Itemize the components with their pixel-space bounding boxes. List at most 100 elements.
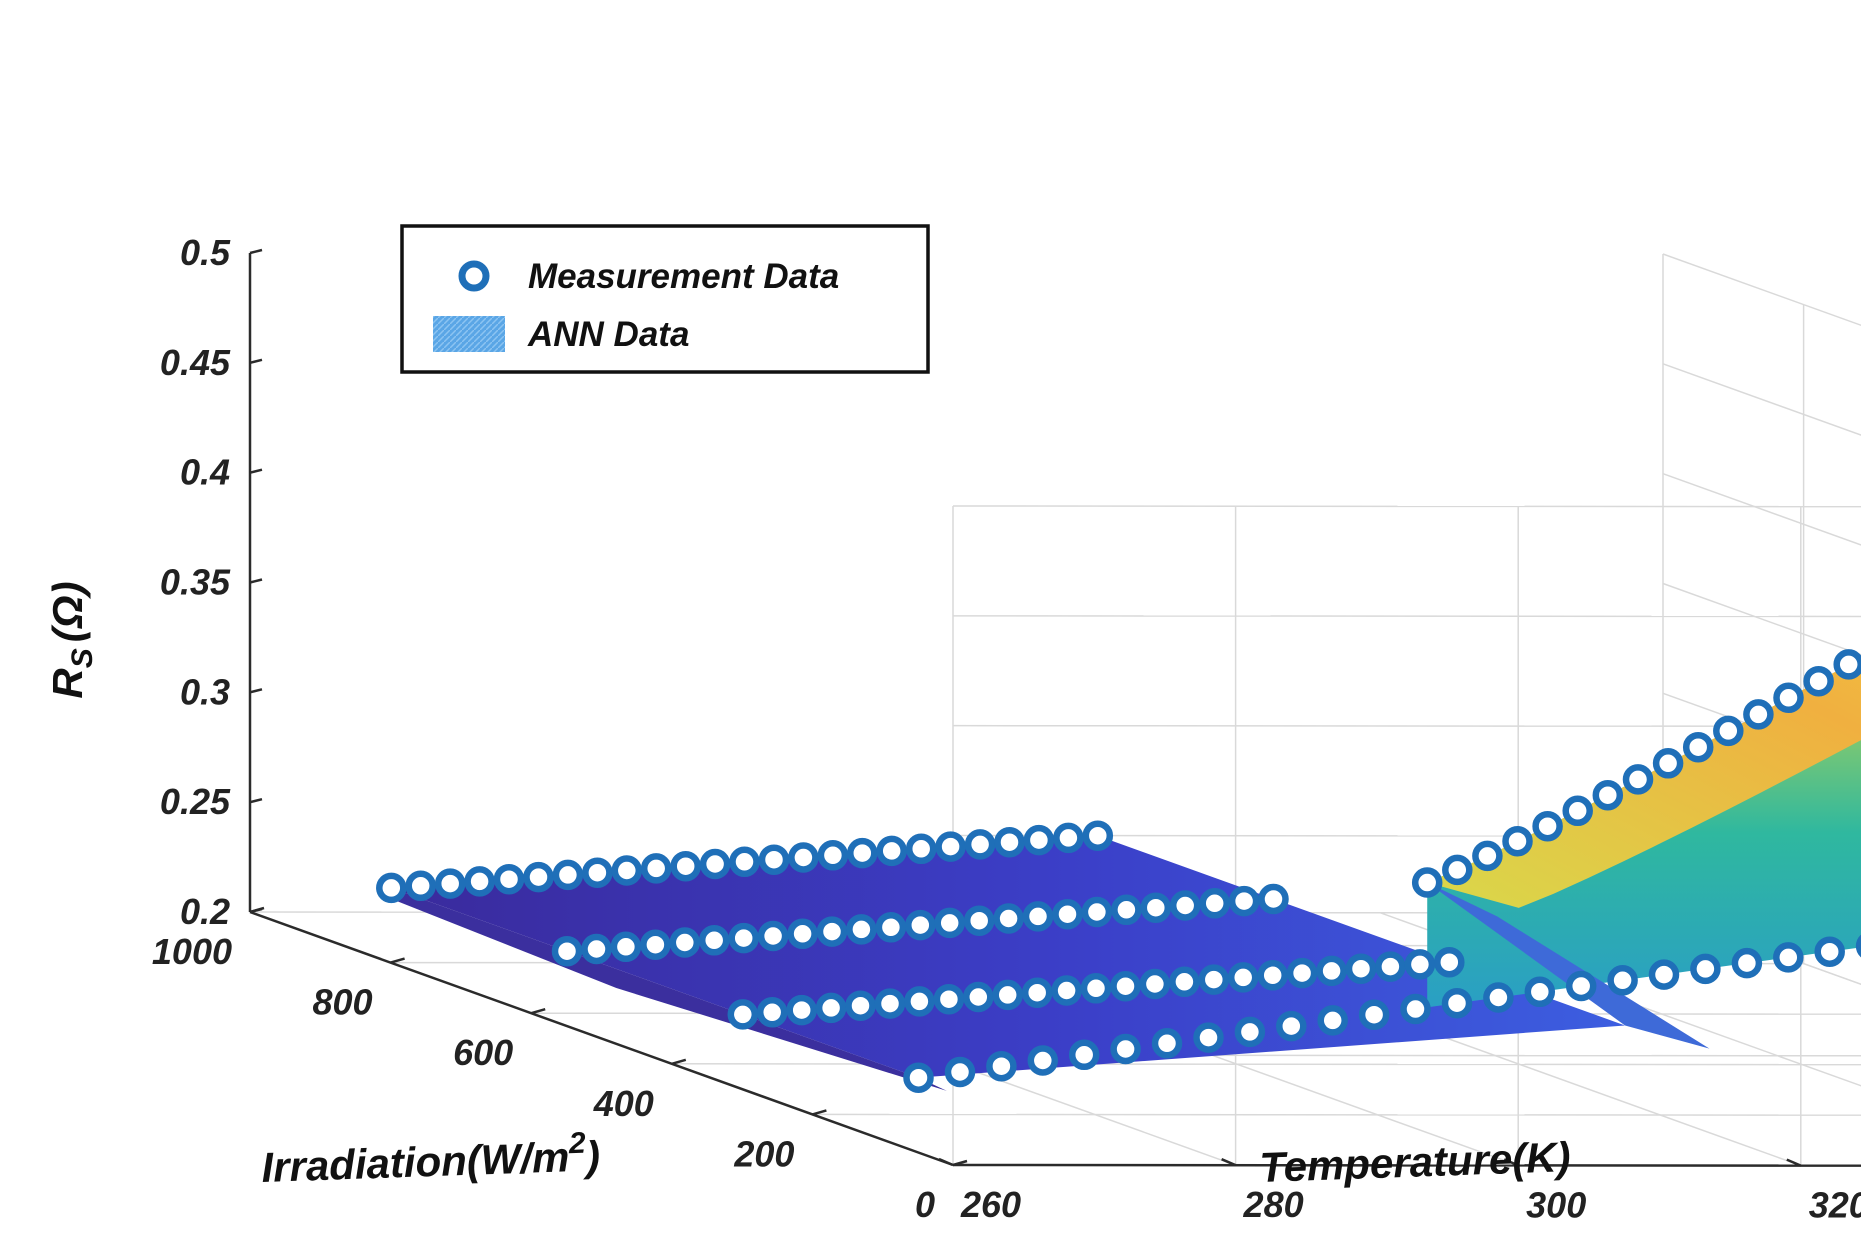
y-tick-label: 280 [1243,1184,1304,1225]
grid-line-floor-irr [671,1063,1861,1066]
axes [248,248,1861,1167]
x-tick-mark [952,1159,968,1167]
measurement-point [727,999,759,1030]
grid-line-back-horizontal [952,505,1861,508]
measurement-point [581,933,612,965]
measurement-point [944,1056,976,1088]
z-tick-mark [249,578,263,584]
measurement-point [1193,1022,1224,1053]
measurement-point [1151,1028,1183,1059]
measurement-point [610,931,642,963]
x-tick-mark [530,1007,546,1015]
measurement-point [1404,949,1436,980]
x-tick-label: 600 [453,1032,513,1073]
measurement-point [1111,894,1142,926]
grid-line-back-horizontal [952,615,1861,618]
measurement-point [699,848,731,880]
measurement-point [1053,822,1084,854]
measurement-point [1027,1045,1059,1076]
measurement-point [933,983,965,1015]
surface-flat-region [391,835,1626,1078]
x-tick-label: 0 [915,1184,935,1225]
measurement-point [611,855,643,886]
measurement-point [493,863,525,895]
measurement-point [1411,867,1443,898]
measurement-point [551,935,583,967]
measurement-point [845,990,876,1021]
measurement-point [1682,731,1714,763]
measurement-point [1082,820,1114,851]
measurement-point [1286,957,1318,989]
y-tick-mark [1221,1158,1237,1167]
y-tick-mark [1786,1158,1802,1167]
z-tick-label: 0.2 [180,891,230,932]
grid-line-side-horizontal [1662,582,1861,656]
measurement-point [1592,779,1624,811]
measurement-point [640,929,671,960]
measurement-point [1803,665,1834,697]
measurement-point [934,907,965,939]
measurement-point [1316,955,1347,987]
z-tick-label: 0.4 [180,452,230,493]
measurement-point [728,922,759,954]
measurement-point [670,850,701,882]
measurement-point [434,868,466,899]
x-tick-label: 400 [593,1083,654,1124]
measurement-point [903,1062,934,1093]
measurement-point [1234,1016,1266,1048]
measurement-point [1441,987,1473,1019]
y-tick-label: 300 [1526,1184,1586,1225]
measurement-point [1690,953,1721,985]
measurement-point [1607,965,1638,996]
measurement-point [817,840,849,871]
measurement-point [904,986,935,1017]
y-axis-line [952,1163,1861,1167]
grid-line-side-horizontal [1662,472,1861,546]
measurement-point [963,905,995,936]
z-tick-label: 0.25 [160,781,231,822]
measurement-point [787,918,818,950]
measurement-point [1021,977,1053,1008]
measurement-point [875,912,907,943]
measurement-point [935,831,966,862]
measurement-point [1773,682,1804,714]
measurement-point [1472,840,1503,872]
ann-surface [391,657,1861,1091]
measurement-point [552,859,584,891]
measurement-point [1139,968,1171,1000]
measurement-point [1140,892,1172,923]
measurement-point [1276,1010,1307,1042]
measurement-point [1068,1039,1100,1071]
measurement-point [405,870,436,902]
measurement-point [1502,825,1533,857]
grid-line-floor-irr [812,1113,1861,1116]
measurement-point [963,981,994,1013]
legend-marker-icon [458,260,490,292]
measurement-point [1565,970,1597,1002]
measurement-point [1228,885,1260,917]
measurement-point [874,988,906,1019]
measurement-point [1110,970,1141,1002]
measurement-point [758,844,790,875]
y-tick-label: 260 [960,1184,1021,1225]
measurement-point [1169,966,1200,998]
measurement-point [376,872,407,904]
z-tick-label: 0.5 [180,232,231,273]
measurement-point [1081,896,1113,928]
legend-label-ann: ANN Data [527,315,689,354]
measurement-point [816,916,848,947]
measurement-point [1652,748,1684,779]
measurement-point [876,835,907,867]
measurement-point [994,826,1025,858]
x-tick-label: 800 [313,982,373,1023]
z-tick-label: 0.3 [180,671,230,712]
legend: Measurement Data ANN Data [400,224,930,374]
measurement-point [756,997,788,1028]
measurement-point [729,846,760,878]
measurement-point [1198,964,1230,995]
x-tick-mark [249,906,265,914]
measurement-point [464,866,495,897]
z-tick-label: 0.35 [160,562,231,603]
y-tick-label: 320 [1809,1185,1861,1226]
